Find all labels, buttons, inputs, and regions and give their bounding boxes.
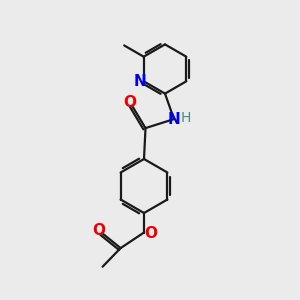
Text: N: N [134,74,146,89]
Text: N: N [168,112,180,127]
Text: O: O [123,95,136,110]
Text: O: O [144,226,157,241]
Text: H: H [180,111,190,124]
Text: O: O [92,223,105,238]
